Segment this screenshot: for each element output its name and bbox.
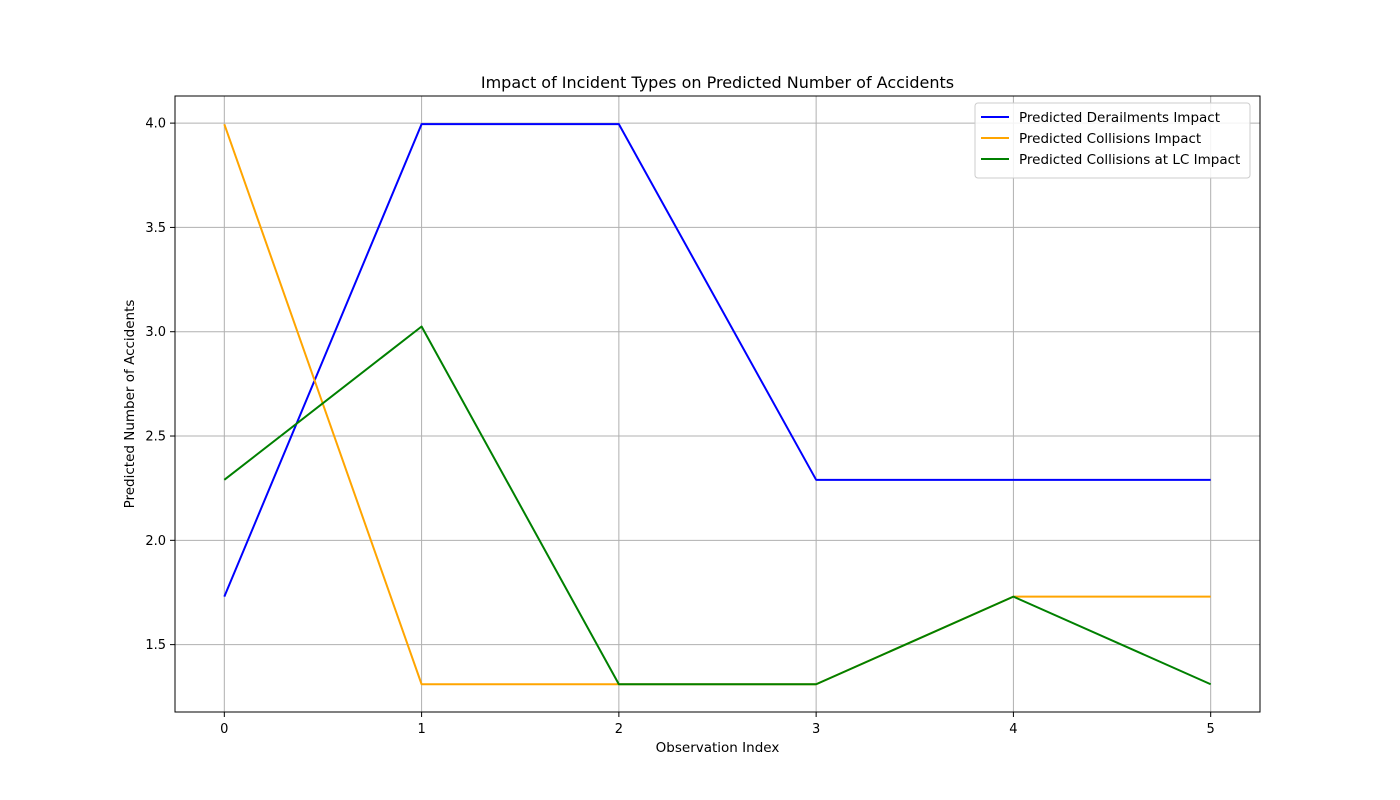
x-tick-label: 2 xyxy=(615,722,623,737)
y-tick-label: 4.0 xyxy=(145,117,166,132)
chart-title: Impact of Incident Types on Predicted Nu… xyxy=(481,73,954,92)
series-layer xyxy=(223,123,1212,686)
x-tick-label: 0 xyxy=(220,722,228,737)
y-tick-label: 3.5 xyxy=(145,221,166,236)
y-tick-label: 2.5 xyxy=(145,430,166,445)
x-tick-label: 1 xyxy=(417,722,425,737)
series-line-1 xyxy=(223,123,1211,598)
x-axis-label: Observation Index xyxy=(656,740,780,756)
legend-label-3: Predicted Collisions at LC Impact xyxy=(1019,152,1240,168)
legend-label-1: Predicted Derailments Impact xyxy=(1019,110,1220,126)
y-axis-label: Predicted Number of Accidents xyxy=(122,300,138,509)
legend-box xyxy=(974,102,1251,179)
tick-layer: 0 1 2 3 4 5 1.5 2.0 2.5 3.0 3.5 4.0 xyxy=(145,117,1215,737)
y-tick-label: 3.0 xyxy=(145,325,166,340)
x-tick-label: 5 xyxy=(1207,722,1215,737)
plot-frame xyxy=(174,95,1261,713)
y-tick-label: 2.0 xyxy=(145,534,166,549)
series-line-3 xyxy=(223,325,1212,686)
legend-label-2: Predicted Collisions Impact xyxy=(1019,131,1201,147)
x-tick-label: 3 xyxy=(812,722,820,737)
legend: Predicted Derailments Impact Predicted Co… xyxy=(974,102,1251,179)
grid-layer xyxy=(175,96,1260,712)
x-tick-label: 4 xyxy=(1009,722,1017,737)
y-tick-label: 1.5 xyxy=(145,638,166,653)
